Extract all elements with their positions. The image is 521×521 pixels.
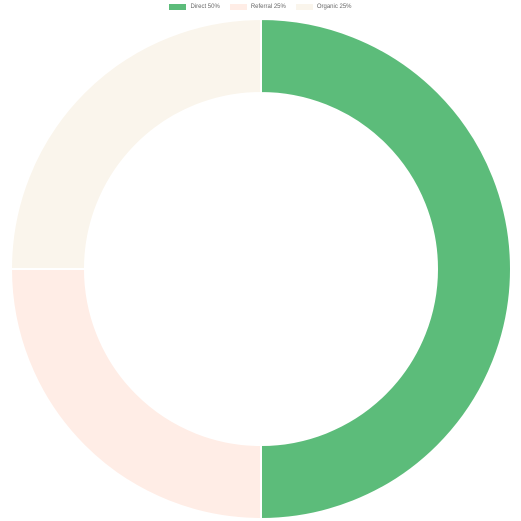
legend-item[interactable]: Direct 50% <box>169 4 220 10</box>
legend-item[interactable]: Organic 25% <box>295 4 352 10</box>
legend-item[interactable]: Referral 25% <box>229 4 286 10</box>
legend-swatch <box>295 4 313 10</box>
doughnut-slice[interactable] <box>9 17 262 270</box>
legend-swatch <box>229 4 247 10</box>
legend-label: Referral 25% <box>250 4 286 10</box>
legend-swatch <box>169 4 187 10</box>
chart-legend: Direct 50% Referral 25% Organic 25% <box>0 4 521 10</box>
legend-label: Organic 25% <box>316 4 352 10</box>
doughnut-slice[interactable] <box>9 268 262 521</box>
doughnut-slice[interactable] <box>260 17 512 521</box>
legend-label: Direct 50% <box>190 4 220 10</box>
